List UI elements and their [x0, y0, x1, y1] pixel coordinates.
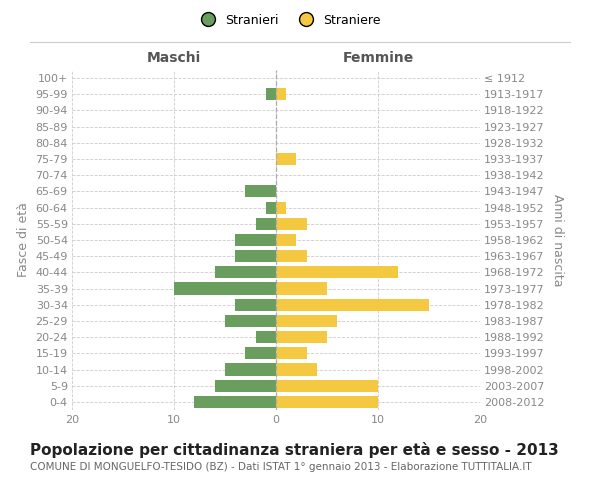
Bar [276, 266, 398, 278]
Bar [276, 331, 327, 343]
Bar [276, 218, 307, 230]
Bar [276, 202, 286, 213]
Bar [235, 234, 276, 246]
Bar [215, 266, 276, 278]
Bar [276, 315, 337, 327]
Bar [276, 364, 317, 376]
Bar [256, 331, 276, 343]
Bar [235, 298, 276, 311]
Bar [276, 234, 296, 246]
Y-axis label: Anni di nascita: Anni di nascita [551, 194, 565, 286]
Bar [266, 202, 276, 213]
Text: Popolazione per cittadinanza straniera per età e sesso - 2013: Popolazione per cittadinanza straniera p… [30, 442, 559, 458]
Bar [276, 348, 307, 360]
Bar [276, 153, 296, 165]
Text: Maschi: Maschi [147, 51, 201, 65]
Bar [235, 250, 276, 262]
Bar [276, 88, 286, 101]
Bar [256, 218, 276, 230]
Bar [276, 250, 307, 262]
Bar [276, 396, 378, 408]
Bar [194, 396, 276, 408]
Bar [225, 364, 276, 376]
Bar [276, 282, 327, 294]
Bar [215, 380, 276, 392]
Text: COMUNE DI MONGUELFO-TESIDO (BZ) - Dati ISTAT 1° gennaio 2013 - Elaborazione TUTT: COMUNE DI MONGUELFO-TESIDO (BZ) - Dati I… [30, 462, 532, 472]
Bar [276, 298, 429, 311]
Legend: Stranieri, Straniere: Stranieri, Straniere [190, 8, 386, 32]
Bar [245, 186, 276, 198]
Bar [276, 380, 378, 392]
Bar [225, 315, 276, 327]
Bar [245, 348, 276, 360]
Bar [174, 282, 276, 294]
Y-axis label: Fasce di età: Fasce di età [17, 202, 30, 278]
Bar [266, 88, 276, 101]
Text: Femmine: Femmine [343, 51, 413, 65]
